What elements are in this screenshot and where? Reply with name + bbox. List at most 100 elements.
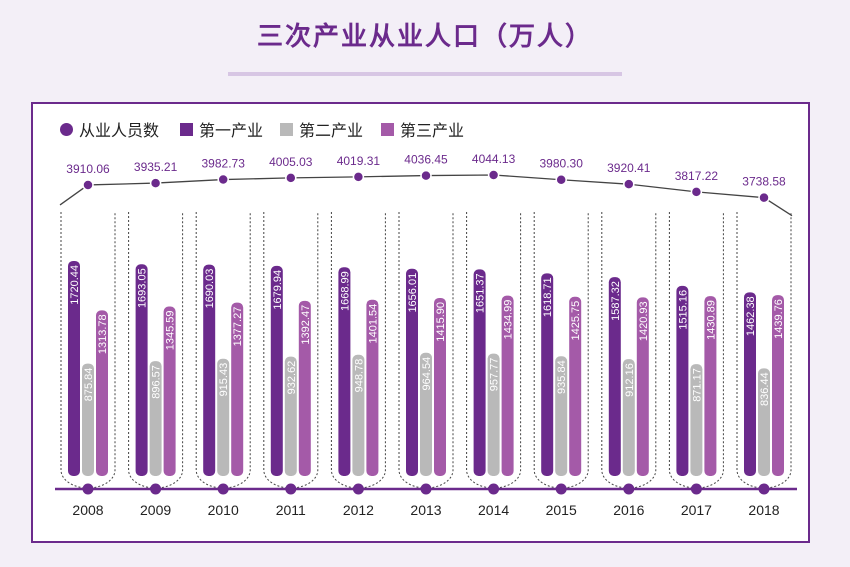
bar-value-label: 871.17 — [691, 368, 703, 402]
x-tick-label: 2013 — [410, 502, 441, 518]
bar-value-label: 836.44 — [759, 372, 771, 406]
bar-value-label: 932.62 — [286, 361, 298, 395]
legend-label: 第三产业 — [400, 121, 465, 140]
bar — [68, 260, 80, 476]
x-tick-label: 2014 — [478, 502, 509, 518]
bar-value-label: 1720.44 — [69, 265, 81, 305]
legend-swatch-icon — [381, 122, 394, 136]
total-value-label: 4019.31 — [337, 154, 381, 168]
total-point — [149, 177, 162, 189]
bar — [434, 297, 446, 476]
bar-value-label: 1618.71 — [542, 277, 554, 317]
total-value-label: 3982.73 — [202, 157, 246, 171]
bar — [501, 295, 514, 476]
legend-item-total: 从业人员数 — [60, 119, 160, 140]
total-point — [420, 169, 432, 182]
x-tick-label: 2018 — [748, 502, 779, 518]
legend-item-primary: 第一产业 — [180, 119, 264, 140]
bar — [203, 264, 216, 476]
bar — [352, 354, 365, 476]
total-value-label: 4036.45 — [404, 153, 448, 167]
year-marker — [217, 483, 229, 495]
bar-value-label: 1392.47 — [300, 305, 312, 345]
bar — [231, 302, 244, 476]
x-tick-label: 2015 — [546, 502, 577, 518]
bar-value-label: 1651.37 — [475, 273, 487, 313]
bar-value-label: 1434.99 — [503, 300, 515, 340]
x-tick-label: 2012 — [343, 502, 374, 518]
total-value-label: 4005.03 — [269, 155, 313, 169]
bar-value-label: 912.16 — [624, 363, 636, 397]
bar — [298, 300, 311, 476]
bar — [636, 297, 649, 476]
year-marker — [758, 483, 770, 495]
legend-item-tertiary: 第三产业 — [381, 119, 465, 140]
bar-value-label: 1439.76 — [773, 299, 785, 339]
year-marker — [352, 483, 364, 495]
bar-value-label: 875.84 — [83, 368, 95, 402]
bar-value-label: 1690.03 — [204, 269, 216, 309]
year-marker — [488, 483, 500, 495]
year-marker — [420, 483, 432, 495]
bar — [270, 265, 283, 476]
total-point — [555, 173, 567, 186]
bar — [608, 277, 621, 476]
bar-value-label: 1515.16 — [677, 290, 689, 330]
bar-value-label: 1462.38 — [745, 296, 757, 336]
bar-value-label: 1679.94 — [272, 270, 284, 310]
year-marker — [690, 483, 702, 495]
chart-title: 三次产业从业人口（万人） — [256, 22, 593, 52]
x-tick-label: 2009 — [140, 502, 171, 518]
bar — [555, 356, 568, 476]
bar-value-label: 957.77 — [489, 358, 501, 392]
legend-item-secondary: 第二产业 — [280, 119, 363, 140]
x-tick-label: 2017 — [681, 502, 712, 518]
total-value-label: 3935.21 — [134, 160, 178, 174]
bar — [284, 356, 297, 476]
year-marker — [555, 483, 567, 495]
bar — [149, 361, 162, 476]
total-point — [285, 172, 297, 184]
total-point — [758, 191, 770, 204]
bar — [366, 299, 379, 476]
bar-value-label: 1425.75 — [570, 301, 582, 341]
bar-value-label: 1415.90 — [435, 302, 447, 342]
title-underline — [228, 72, 622, 76]
year-marker — [82, 483, 94, 495]
total-point — [217, 173, 229, 186]
bar-value-label: 948.78 — [353, 359, 365, 393]
bar-value-label: 935.84 — [556, 360, 568, 394]
bar-value-label: 1420.93 — [638, 301, 650, 341]
x-tick-label: 2016 — [613, 502, 644, 518]
total-value-label: 3738.58 — [742, 175, 786, 189]
bar — [487, 353, 500, 476]
total-point — [487, 169, 500, 181]
bar — [690, 364, 703, 476]
bar — [569, 296, 582, 476]
bar — [676, 285, 689, 476]
bar-value-label: 1668.99 — [339, 271, 351, 311]
legend-swatch-icon — [180, 122, 193, 136]
total-point — [690, 186, 703, 198]
legend-label: 从业人员数 — [79, 121, 160, 140]
bar-value-label: 1377.27 — [232, 307, 244, 347]
bar — [163, 306, 176, 476]
bar — [622, 359, 635, 476]
year-marker — [285, 483, 297, 495]
legend-label: 第一产业 — [199, 121, 264, 140]
bar — [96, 310, 108, 476]
year-marker — [150, 483, 162, 495]
x-tick-label: 2011 — [276, 502, 306, 518]
total-value-label: 3920.41 — [607, 161, 651, 175]
bar — [406, 268, 418, 476]
x-tick-label: 2008 — [72, 502, 103, 518]
bar — [82, 363, 94, 476]
total-point — [82, 179, 94, 191]
bar — [338, 267, 351, 476]
x-tick-label: 2010 — [208, 502, 239, 518]
bar-value-label: 1345.59 — [165, 311, 177, 351]
bar-value-label: 1401.54 — [367, 304, 379, 344]
total-value-label: 3817.22 — [675, 169, 719, 183]
bar-value-label: 1693.05 — [137, 268, 149, 308]
